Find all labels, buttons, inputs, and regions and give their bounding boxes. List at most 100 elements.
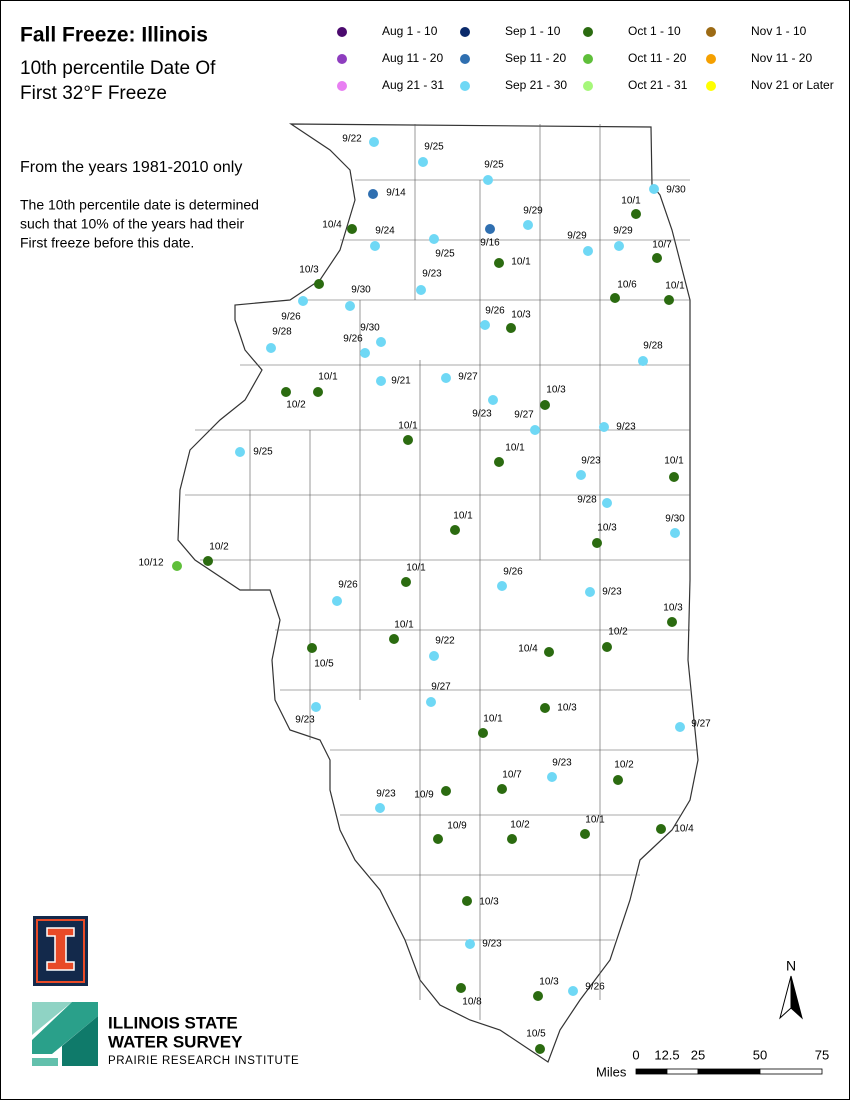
station-marker xyxy=(664,295,674,305)
station-marker xyxy=(649,184,659,194)
station-marker xyxy=(376,337,386,347)
legend-swatch xyxy=(706,27,716,37)
station-label: 10/3 xyxy=(299,265,319,276)
station-label: 9/23 xyxy=(581,456,601,467)
station-marker xyxy=(313,387,323,397)
period: From the years 1981-2010 only xyxy=(20,159,242,176)
scale-unit: Miles xyxy=(596,1064,627,1079)
station-marker xyxy=(483,175,493,185)
station-marker xyxy=(235,447,245,457)
station-label: 9/26 xyxy=(503,567,523,578)
legend-swatch xyxy=(337,81,347,91)
station-marker xyxy=(368,189,378,199)
station-marker xyxy=(656,824,666,834)
station-label: 9/23 xyxy=(376,789,396,800)
station-marker xyxy=(360,348,370,358)
station-label: 10/7 xyxy=(652,240,672,251)
station-marker xyxy=(488,395,498,405)
station-marker xyxy=(497,581,507,591)
station-label: 9/24 xyxy=(375,226,395,237)
note: First freeze before this date. xyxy=(20,235,194,251)
station-marker xyxy=(203,556,213,566)
legend-swatch xyxy=(337,54,347,64)
station-label: 9/25 xyxy=(484,160,504,171)
station-label: 10/9 xyxy=(414,790,434,801)
note: The 10th percentile date is determined xyxy=(20,197,259,213)
station-marker xyxy=(585,587,595,597)
station-label: 10/1 xyxy=(398,421,418,432)
station-marker xyxy=(281,387,291,397)
station-label: 9/26 xyxy=(585,982,605,993)
station-marker xyxy=(583,246,593,256)
title: Fall Freeze: Illinois xyxy=(20,24,208,47)
legend-label: Nov 11 - 20 xyxy=(751,51,812,65)
station-marker xyxy=(547,772,557,782)
station-label: 9/28 xyxy=(643,341,663,352)
scale-tick-label: 50 xyxy=(753,1047,767,1062)
station-marker xyxy=(429,234,439,244)
station-marker xyxy=(602,642,612,652)
station-marker xyxy=(533,991,543,1001)
legend-label: Aug 21 - 31 xyxy=(382,78,444,92)
station-label: 10/3 xyxy=(663,603,683,614)
scale-tick-label: 25 xyxy=(691,1047,705,1062)
station-marker xyxy=(314,279,324,289)
station-label: 9/22 xyxy=(435,636,455,647)
station-marker xyxy=(675,722,685,732)
logo-org: PRAIRIE RESEARCH INSTITUTE xyxy=(108,1055,299,1067)
station-label: 9/26 xyxy=(338,580,358,591)
station-marker xyxy=(485,224,495,234)
station-label: 10/1 xyxy=(394,620,414,631)
station-marker xyxy=(497,784,507,794)
station-label: 10/1 xyxy=(665,281,685,292)
station-marker xyxy=(544,647,554,657)
station-label: 10/4 xyxy=(518,644,538,655)
station-marker xyxy=(450,525,460,535)
station-marker xyxy=(478,728,488,738)
station-marker xyxy=(535,1044,545,1054)
station-label: 10/2 xyxy=(286,400,306,411)
station-label: 9/21 xyxy=(391,376,411,387)
station-label: 10/1 xyxy=(621,196,641,207)
station-marker xyxy=(307,643,317,653)
station-label: 9/14 xyxy=(386,188,406,199)
station-marker xyxy=(523,220,533,230)
station-marker xyxy=(638,356,648,366)
legend-swatch xyxy=(583,54,593,64)
station-label: 10/8 xyxy=(462,997,482,1008)
station-marker xyxy=(540,703,550,713)
station-marker xyxy=(418,157,428,167)
station-label: 9/23 xyxy=(422,269,442,280)
scale-segment xyxy=(666,1068,699,1075)
legend-swatch xyxy=(337,27,347,37)
scale-segment xyxy=(635,1068,668,1075)
station-marker xyxy=(403,435,413,445)
station-marker xyxy=(599,422,609,432)
station-marker xyxy=(298,296,308,306)
station-label: 10/2 xyxy=(510,820,530,831)
station-marker xyxy=(494,258,504,268)
scale-tick-label: 0 xyxy=(632,1047,639,1062)
station-label: 10/1 xyxy=(664,456,684,467)
station-label: 9/26 xyxy=(485,306,505,317)
station-marker xyxy=(441,373,451,383)
station-label: 9/30 xyxy=(666,185,686,196)
station-label: 9/22 xyxy=(342,134,362,145)
legend-label: Oct 11 - 20 xyxy=(628,51,687,65)
station-label: 9/29 xyxy=(567,231,587,242)
legend-swatch xyxy=(583,27,593,37)
station-label: 10/3 xyxy=(511,310,531,321)
legend-swatch xyxy=(460,54,470,64)
station-marker xyxy=(311,702,321,712)
legend-label: Oct 1 - 10 xyxy=(628,24,681,38)
legend-swatch xyxy=(706,54,716,64)
station-marker xyxy=(652,253,662,263)
isws-logo xyxy=(32,1002,98,1066)
north-arrow xyxy=(779,975,803,1020)
station-marker xyxy=(375,803,385,813)
scale-tick-label: 12.5 xyxy=(654,1047,679,1062)
scale-tick-label: 75 xyxy=(815,1047,829,1062)
station-label: 9/28 xyxy=(577,495,597,506)
station-marker xyxy=(376,376,386,386)
station-label: 9/27 xyxy=(691,719,711,730)
